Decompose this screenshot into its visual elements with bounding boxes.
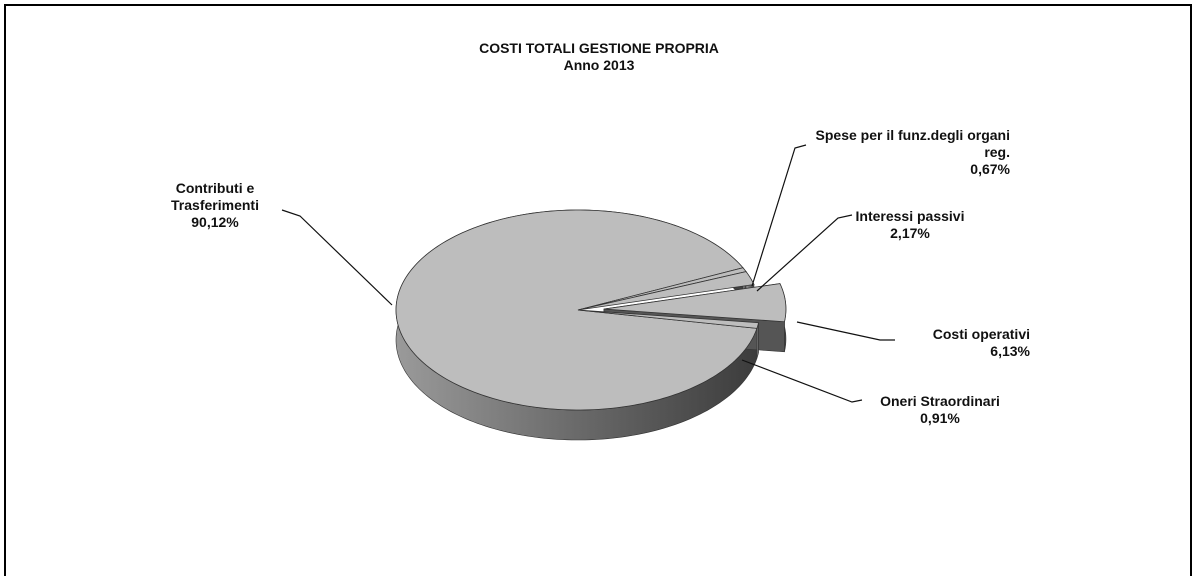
- slice-label: Oneri Straordinari 0,91%: [860, 393, 1020, 427]
- chart-subtitle: Anno 2013: [563, 57, 635, 73]
- chart-frame: [4, 4, 1192, 576]
- slice-label-value: 6,13%: [990, 343, 1030, 359]
- slice-label: Interessi passivi 2,17%: [850, 208, 970, 242]
- slice-label: Costi operativi 6,13%: [880, 326, 1030, 360]
- slice-label-name: Spese per il funz.degli organi reg.: [815, 127, 1010, 160]
- pie-slice: [577, 309, 760, 329]
- leader-line: [796, 321, 895, 341]
- slice-label: Spese per il funz.degli organi reg. 0,67%: [800, 127, 1010, 178]
- pie-slice: [603, 283, 787, 323]
- slice-label-value: 2,17%: [890, 225, 930, 241]
- slice-label-name: Costi operativi: [932, 326, 1030, 342]
- leader-line: [756, 214, 853, 292]
- slice-label-name: Oneri Straordinari: [880, 393, 1000, 409]
- leader-line: [741, 359, 863, 403]
- leader-line: [281, 209, 393, 306]
- pie-slice: [395, 209, 758, 411]
- slice-label-name: Contributi e Trasferimenti: [171, 180, 259, 213]
- slice-label: Contributi e Trasferimenti 90,12%: [140, 180, 290, 231]
- slice-label-name: Interessi passivi: [855, 208, 965, 224]
- leader-line: [751, 144, 807, 287]
- chart-title: COSTI TOTALI GESTIONE PROPRIA: [479, 40, 719, 56]
- slice-label-value: 90,12%: [191, 214, 239, 230]
- slice-label-value: 0,91%: [920, 410, 960, 426]
- slice-label-value: 0,67%: [970, 161, 1010, 177]
- pie-slice: [577, 271, 755, 311]
